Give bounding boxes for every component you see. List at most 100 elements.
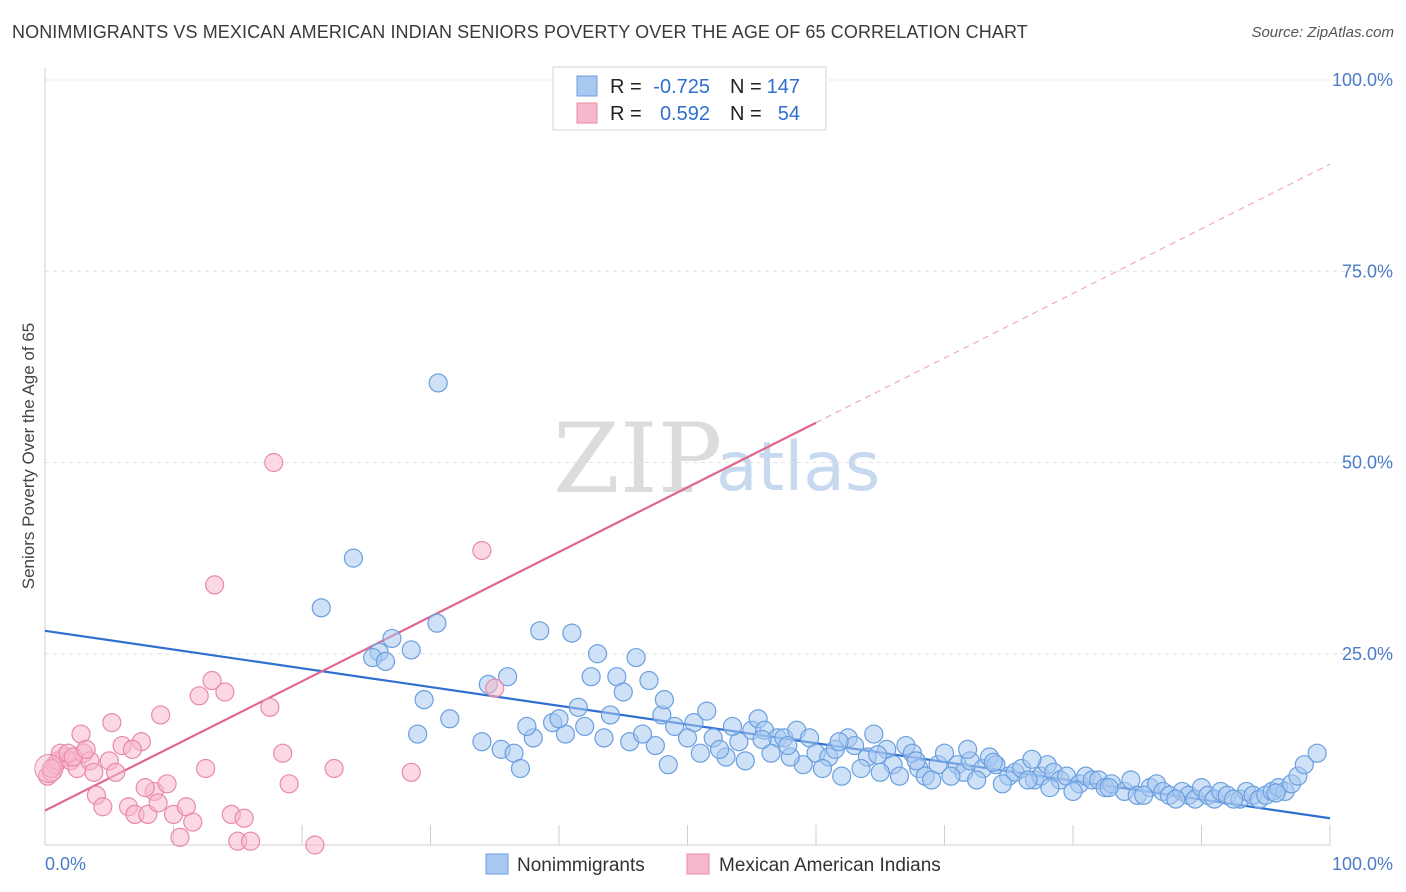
data-point: [183, 812, 203, 832]
legend-swatch-mexican-american-indians: [576, 102, 598, 124]
data-point: [864, 724, 884, 744]
data-point: [1166, 789, 1186, 809]
data-point: [151, 705, 171, 725]
data-point: [202, 670, 222, 691]
data-point: [401, 640, 421, 660]
data-point: [530, 621, 550, 641]
data-point: [812, 758, 833, 779]
data-point: [829, 732, 849, 752]
grid: [45, 79, 1392, 655]
data-point: [941, 766, 961, 786]
data-point: [414, 690, 434, 710]
data-point: [382, 628, 402, 649]
data-point: [215, 682, 235, 702]
data-point: [1266, 783, 1286, 803]
data-point: [761, 743, 781, 763]
data-point: [234, 808, 254, 828]
data-point: [76, 739, 96, 759]
trend-line-extension: [815, 163, 1331, 424]
data-point: [645, 735, 665, 756]
data-point: [983, 752, 1003, 772]
data-point: [1063, 781, 1083, 802]
y-axis-label: Seniors Poverty Over the Age of 65: [19, 323, 38, 589]
data-point: [324, 758, 344, 779]
y-tick-label: 100.0%: [1332, 70, 1393, 90]
legend-n-value: 147: [767, 76, 800, 98]
data-point: [752, 729, 772, 750]
x-tick-label: 100.0%: [1332, 854, 1393, 874]
data-point: [697, 701, 717, 721]
data-point: [375, 651, 396, 672]
data-point: [868, 745, 888, 765]
data-point: [1134, 785, 1154, 805]
data-point: [677, 728, 698, 748]
data-point: [34, 754, 64, 783]
data-point: [189, 686, 209, 706]
data-point: [311, 598, 331, 618]
data-point: [510, 758, 531, 779]
data-point: [102, 712, 122, 733]
data-point: [778, 735, 798, 756]
legend-r-label: R =: [610, 76, 642, 98]
bottom-legend: Nonimmigrants Mexican American Indians: [485, 853, 941, 876]
y-tick-label: 50.0%: [1342, 453, 1393, 473]
legend-n-value: 54: [778, 103, 800, 125]
bottom-legend-swatch-nonimmigrants: [485, 853, 509, 875]
legend-r-label: R =: [610, 103, 642, 125]
y-tick-label: 25.0%: [1342, 644, 1393, 664]
data-point: [343, 548, 363, 568]
data-point: [1022, 749, 1042, 769]
data-point: [260, 697, 280, 717]
data-point: [562, 623, 582, 643]
bottom-legend-swatch-mexican-american-indians: [686, 853, 710, 875]
data-point: [600, 705, 621, 725]
data-points: [34, 373, 1327, 855]
legend-n-label: N =: [730, 103, 762, 125]
data-point: [934, 743, 955, 763]
data-point: [967, 770, 987, 790]
data-point: [613, 682, 633, 702]
data-point: [205, 575, 225, 595]
bottom-legend-label-nonimmigrants: Nonimmigrants: [517, 855, 645, 876]
data-point: [594, 728, 614, 748]
data-point: [440, 709, 460, 729]
data-point: [41, 758, 62, 779]
data-point: [575, 716, 595, 737]
data-point: [992, 774, 1012, 794]
series-mexican-american-indians: [37, 452, 505, 855]
data-point: [1040, 778, 1060, 798]
data-point: [279, 774, 299, 794]
data-point: [710, 739, 730, 759]
data-point: [498, 667, 518, 687]
chart-source: Source: ZipAtlas.com: [1251, 24, 1394, 41]
data-point: [639, 670, 659, 691]
data-point: [1307, 743, 1327, 763]
data-point: [1018, 770, 1038, 790]
data-point: [135, 778, 155, 798]
data-point: [832, 766, 852, 786]
data-point: [549, 709, 569, 729]
data-point: [568, 697, 588, 717]
data-point: [626, 647, 646, 668]
data-point: [401, 762, 421, 782]
data-point: [305, 835, 325, 855]
data-point: [93, 797, 113, 817]
data-point: [170, 827, 190, 847]
data-point: [870, 762, 890, 782]
watermark: ZIP atlas: [553, 403, 880, 515]
data-point: [1224, 789, 1244, 809]
data-point: [106, 762, 126, 782]
top-legend: R = -0.725 N = 147 R = 0.592 N = 54: [552, 66, 827, 131]
data-point: [1099, 778, 1119, 798]
legend-box: [552, 66, 827, 131]
legend-r-value: 0.592: [660, 103, 710, 125]
data-point: [654, 690, 674, 710]
data-point: [665, 716, 685, 737]
data-point: [472, 732, 492, 752]
x-tick-label: 0.0%: [45, 854, 86, 874]
data-point: [264, 452, 284, 473]
data-point: [241, 831, 261, 851]
y-tick-label: 75.0%: [1342, 261, 1393, 281]
data-point: [722, 716, 743, 737]
